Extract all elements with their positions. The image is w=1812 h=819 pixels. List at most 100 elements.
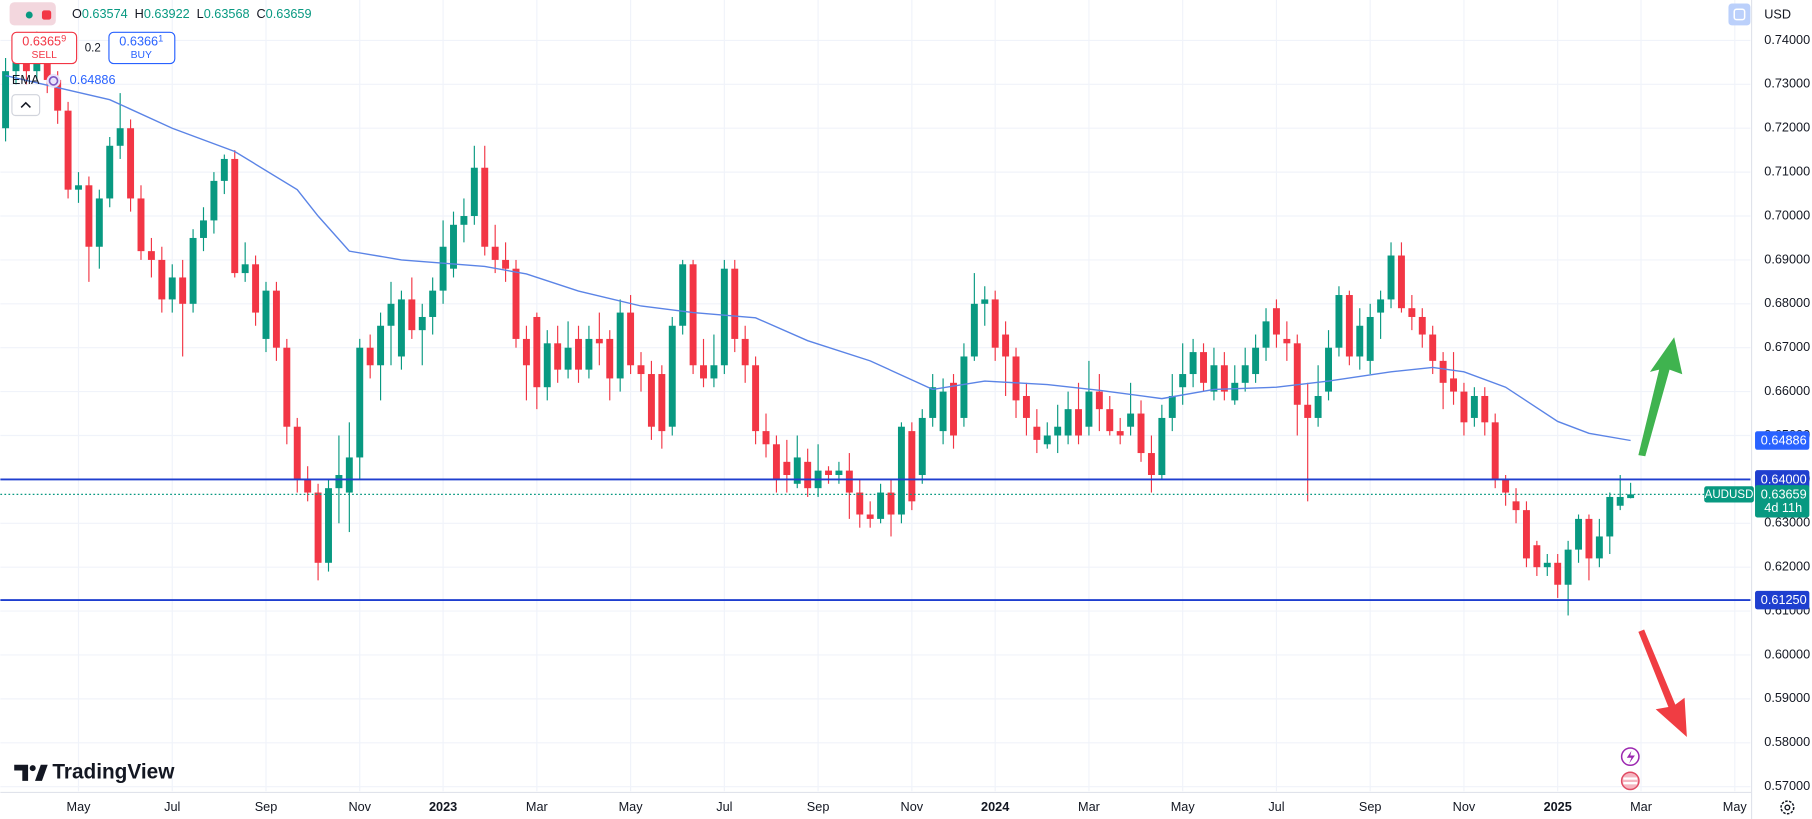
spread: 0.2 xyxy=(85,43,101,55)
candle-body xyxy=(1075,409,1082,436)
candle-body xyxy=(418,316,426,331)
candle-body xyxy=(470,167,478,217)
x-tick-label: May xyxy=(1723,800,1748,814)
event-icons[interactable] xyxy=(1620,747,1640,791)
candle-body xyxy=(304,479,312,493)
candle-body xyxy=(252,264,260,313)
candle-body xyxy=(54,79,62,111)
candle-body xyxy=(908,431,916,502)
candle-body xyxy=(856,492,864,515)
candle-body xyxy=(752,365,760,432)
candle-body xyxy=(85,185,93,247)
candle-body xyxy=(1179,374,1187,388)
candle-body xyxy=(897,426,905,515)
ema-legend-name: EMA xyxy=(12,73,40,87)
candle-body xyxy=(710,365,718,379)
candle-body xyxy=(1345,295,1353,357)
grid xyxy=(0,0,1751,792)
candle-body xyxy=(887,492,895,515)
candle-body xyxy=(991,299,999,348)
x-tick-label: May xyxy=(67,800,92,814)
candle-body xyxy=(1377,299,1385,313)
y-tick-label: 0.74000 xyxy=(1764,33,1810,47)
ohlc-value: 0.63922 xyxy=(144,7,190,21)
candle-body xyxy=(356,347,364,458)
candle-body xyxy=(877,492,885,519)
x-tick-label: 2024 xyxy=(981,800,1009,814)
candle-body xyxy=(1522,510,1530,559)
candle-body xyxy=(1408,308,1416,317)
candle-body xyxy=(314,492,322,563)
sell-button[interactable] xyxy=(11,31,78,65)
x-tick-label: Sep xyxy=(807,800,830,814)
x-tick-label: Mar xyxy=(526,800,549,814)
candle-body xyxy=(835,470,843,476)
candle-body xyxy=(439,246,447,291)
candle-body xyxy=(1085,391,1093,427)
x-tick-label: Nov xyxy=(901,800,924,814)
y-tick-label: 0.58000 xyxy=(1764,735,1810,749)
candle-body xyxy=(689,264,697,366)
candle-body xyxy=(772,444,780,480)
candle-body xyxy=(783,461,791,476)
level-label: 0.64000 xyxy=(1761,472,1807,486)
currency[interactable]: USD xyxy=(1764,7,1791,21)
x-tick-label: Jul xyxy=(1268,800,1284,814)
candle-body xyxy=(1137,413,1145,454)
x-tick-label: 2023 xyxy=(429,800,457,814)
candle-body xyxy=(272,290,280,348)
sell-price-main: 0.6365 xyxy=(22,35,61,49)
candle-body xyxy=(1262,321,1270,348)
ohlc-key: O xyxy=(72,7,82,21)
level-label: 0.61250 xyxy=(1761,593,1807,607)
y-tick-label: 0.66000 xyxy=(1764,384,1810,398)
up-arrow xyxy=(1638,337,1683,457)
candle-body xyxy=(1533,545,1541,568)
candle-body xyxy=(981,299,989,304)
x-tick-label: Nov xyxy=(1453,800,1476,814)
candle-body xyxy=(75,185,82,190)
candle-body xyxy=(668,325,676,427)
candle-body xyxy=(460,216,468,225)
candle-body xyxy=(127,128,135,199)
y-tick-label: 0.69000 xyxy=(1764,252,1810,266)
candle-body xyxy=(502,259,510,269)
candle-body xyxy=(522,338,530,366)
x-tick-label: Sep xyxy=(255,800,278,814)
candle-body xyxy=(116,128,124,146)
candle-body xyxy=(262,290,270,339)
buy-button[interactable] xyxy=(108,31,176,65)
ohlc-key: H xyxy=(135,7,144,21)
candle-body xyxy=(647,374,655,427)
collapse-button[interactable] xyxy=(11,94,41,117)
settings-gear[interactable] xyxy=(1780,800,1795,815)
level-label-box xyxy=(1755,590,1810,610)
toolbar-icon[interactable] xyxy=(1728,3,1751,26)
ohlc-key: L xyxy=(197,7,204,21)
ema-line xyxy=(5,74,1631,442)
candle-body xyxy=(1325,347,1332,392)
ema-settings-icon[interactable] xyxy=(46,73,61,88)
candle-body xyxy=(627,312,635,366)
candle-body xyxy=(168,277,176,300)
candle-body xyxy=(450,224,457,269)
candle-body xyxy=(918,417,926,476)
candle-body xyxy=(64,110,72,190)
candle-body xyxy=(720,268,728,366)
candle-body xyxy=(1116,431,1124,436)
x-tick-label: Sep xyxy=(1359,800,1382,814)
candle-body xyxy=(241,264,249,274)
candle-body xyxy=(377,325,385,366)
candle-body xyxy=(481,167,489,247)
countdown: 4d 11h xyxy=(1764,501,1802,515)
candle-body xyxy=(606,338,614,379)
buy-label: BUY xyxy=(131,50,152,61)
candle-body xyxy=(564,347,572,370)
candle-body xyxy=(762,431,770,445)
symbol-label-box xyxy=(1704,486,1754,503)
candle-body xyxy=(1439,360,1447,383)
